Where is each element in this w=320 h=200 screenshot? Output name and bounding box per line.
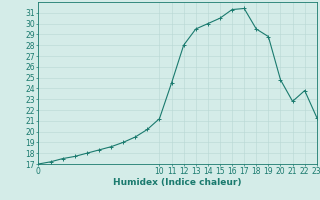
X-axis label: Humidex (Indice chaleur): Humidex (Indice chaleur) [113, 178, 242, 187]
